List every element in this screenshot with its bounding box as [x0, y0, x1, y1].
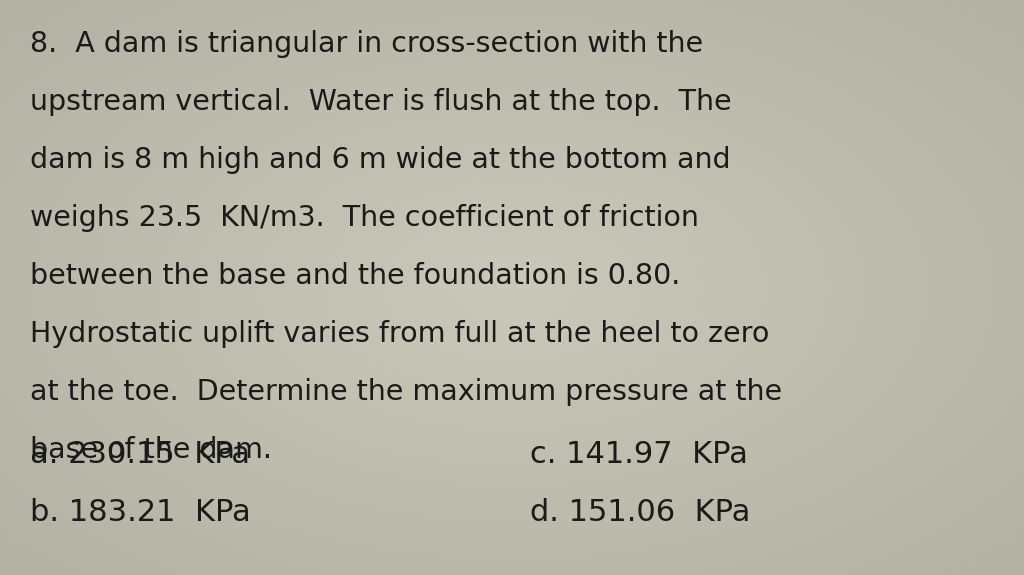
Text: between the base and the foundation is 0.80.: between the base and the foundation is 0…	[30, 262, 680, 290]
Text: at the toe.  Determine the maximum pressure at the: at the toe. Determine the maximum pressu…	[30, 378, 782, 406]
Text: dam is 8 m high and 6 m wide at the bottom and: dam is 8 m high and 6 m wide at the bott…	[30, 146, 731, 174]
Text: upstream vertical.  Water is flush at the top.  The: upstream vertical. Water is flush at the…	[30, 88, 731, 116]
Text: weighs 23.5  KN/m3.  The coefficient of friction: weighs 23.5 KN/m3. The coefficient of fr…	[30, 204, 698, 232]
Text: 8.  A dam is triangular in cross-section with the: 8. A dam is triangular in cross-section …	[30, 30, 703, 58]
Text: Hydrostatic uplift varies from full at the heel to zero: Hydrostatic uplift varies from full at t…	[30, 320, 769, 348]
Text: base of the dam.: base of the dam.	[30, 436, 272, 464]
Text: a. 230.15  KPa: a. 230.15 KPa	[30, 440, 250, 469]
Text: d. 151.06  KPa: d. 151.06 KPa	[530, 498, 751, 527]
Text: b. 183.21  KPa: b. 183.21 KPa	[30, 498, 251, 527]
Text: c. 141.97  KPa: c. 141.97 KPa	[530, 440, 748, 469]
